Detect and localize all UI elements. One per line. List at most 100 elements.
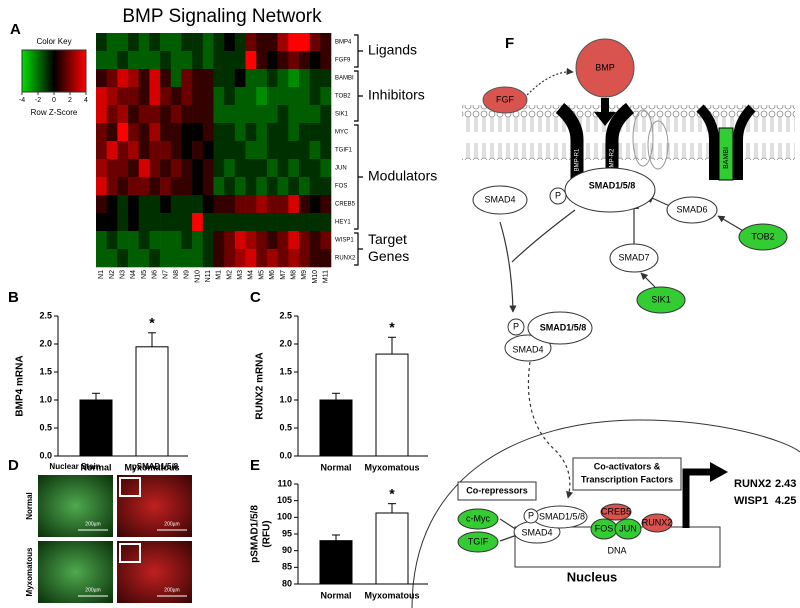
heat-cell: [256, 123, 268, 142]
y-axis-label: (RFU): [262, 520, 273, 547]
heat-cell: [298, 69, 310, 88]
heat-cell: [160, 51, 172, 70]
node: [600, 503, 632, 521]
heat-cell: [106, 87, 118, 106]
heat-cell: [234, 123, 246, 142]
y-tick-label: 1.0: [279, 394, 292, 404]
heat-cell: [224, 51, 236, 70]
heat-cell: [277, 177, 289, 196]
heat-cell: [213, 87, 225, 106]
receptor: [696, 104, 719, 180]
node-label: SMAD4: [521, 527, 552, 537]
node-label: SMAD1/5/8: [589, 180, 636, 190]
color-key: [21, 49, 87, 93]
heat-cell: [256, 177, 268, 196]
heat-cell: [117, 141, 129, 160]
heat-cell: [160, 105, 172, 124]
heat-cell: [117, 33, 129, 52]
heat-cell: [213, 33, 225, 52]
column-label: M6: [269, 270, 276, 280]
heat-cell: [96, 195, 107, 214]
channel: [647, 120, 669, 170]
node-label: BMP-R2: [610, 148, 616, 171]
heat-cell: [138, 33, 150, 52]
heat-cell: [149, 159, 161, 178]
heat-cell: [298, 51, 310, 70]
node-label: TGIF: [468, 536, 489, 546]
row-label: TOB2: [335, 94, 351, 100]
node: [457, 508, 499, 530]
heat-cell: [160, 141, 172, 160]
heat-cell: [181, 105, 193, 124]
heat-cell: [149, 123, 161, 142]
heat-cell: [224, 141, 236, 160]
heat-cell: [288, 87, 300, 106]
heat-cell: [149, 33, 161, 52]
heat-cell: [128, 177, 140, 196]
node-label: SMAD1/5/8: [540, 322, 587, 332]
heat-cell: [224, 213, 236, 232]
heat-cell: [170, 105, 182, 124]
heat-cell: [298, 213, 310, 232]
heat-cell: [96, 213, 107, 232]
panel-letter: C: [250, 289, 261, 306]
row-label: Myxomatous: [25, 547, 34, 596]
heat-cell: [160, 123, 172, 142]
heat-cell: [298, 159, 310, 178]
column-label: M11: [323, 270, 330, 283]
heat-cell: [128, 69, 140, 88]
heat-cell: [106, 33, 118, 52]
heat-cell: [138, 123, 150, 142]
heat-cell: [245, 123, 257, 142]
heat-cell: [181, 195, 193, 214]
heat-cell: [192, 141, 204, 160]
heat-cell: [245, 249, 257, 268]
node-label: CREB5: [601, 506, 631, 516]
heat-cell: [160, 159, 172, 178]
heat-cell: [213, 141, 225, 160]
heat-cell: [245, 33, 257, 52]
heat-cell: [320, 177, 332, 196]
heat-cell: [245, 231, 257, 250]
row-label: JUN: [335, 166, 347, 172]
y-axis-label: RUNX2 mRNA: [255, 352, 266, 419]
heat-cell: [234, 195, 246, 214]
heat-cell: [309, 51, 321, 70]
heat-cell: [224, 177, 236, 196]
heat-cell: [117, 231, 129, 250]
heat-cell: [106, 105, 118, 124]
heat-cell: [277, 231, 289, 250]
heat-cell: [138, 141, 150, 160]
heat-cell: [202, 177, 214, 196]
heat-cell: [149, 105, 161, 124]
heat-cell: [106, 231, 118, 250]
heat-cell: [181, 87, 193, 106]
heat-cell: [149, 177, 161, 196]
heat-cell: [106, 69, 118, 88]
heat-cell: [106, 51, 118, 70]
y-tick-label: 1.0: [39, 394, 52, 404]
heat-cell: [245, 213, 257, 232]
heat-cell: [170, 51, 182, 70]
heat-cell: [224, 249, 236, 268]
y-tick-label: 0.0: [39, 450, 52, 460]
heat-cell: [96, 51, 107, 70]
node: [523, 508, 539, 524]
heat-cell: [213, 123, 225, 142]
heat-cell: [117, 105, 129, 124]
column-label: N6: [152, 270, 159, 279]
heat-cell: [224, 69, 236, 88]
heat-cell: [266, 195, 278, 214]
row-label: TGIF1: [335, 148, 353, 154]
heat-cell: [288, 159, 300, 178]
heat-cell: [277, 213, 289, 232]
heat-cell: [266, 33, 278, 52]
heat-cell: [181, 177, 193, 196]
receptor: [733, 104, 756, 180]
heat-cell: [320, 249, 332, 268]
color-key-tick-label: -2: [35, 97, 41, 104]
group-bracket: [354, 232, 363, 266]
heat-cell: [288, 33, 300, 52]
heat-cell: [298, 231, 310, 250]
